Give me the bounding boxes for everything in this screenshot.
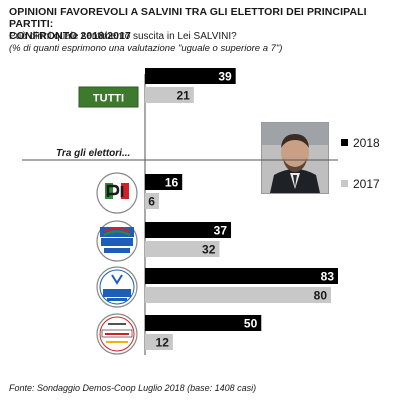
value-label-2017-tutti: 21 (176, 89, 190, 103)
lega-premier-band (107, 298, 127, 301)
bar-2018-tutti (145, 68, 236, 84)
salvini-photo (261, 122, 329, 194)
m5s-logo-icon (96, 313, 138, 355)
value-label-2018-movimento-5-stelle: 50 (244, 317, 258, 331)
chart-title: OPINIONI FAVOREVOLI A SALVINI TRA GLI EL… (9, 6, 405, 42)
fi-flag-green (103, 230, 131, 236)
portrait-image (262, 123, 328, 193)
section-label: Tra gli elettori... (56, 148, 130, 159)
value-label-2017-pd: 6 (148, 195, 155, 209)
bar-2017-forza-italia (145, 241, 220, 257)
category-label-tutti: TUTTI (93, 93, 124, 105)
bar-2017-tutti (145, 87, 194, 103)
forza-italia-logo-icon (96, 220, 138, 262)
bar-2018-lega (145, 268, 338, 284)
category-box-tutti (78, 86, 139, 108)
chart-title-line2: CONFRONTO 2018/2017 (9, 30, 131, 42)
value-label-2018-tutti: 39 (218, 70, 232, 84)
bar-2017-lega (145, 287, 332, 303)
pd-letter-p (106, 184, 120, 197)
survey-question: Può dirmi quale sentimento suscita in Le… (9, 31, 237, 42)
bar-2017-pd (145, 193, 159, 209)
legend-swatch-2018 (341, 139, 348, 146)
value-label-2017-forza-italia: 32 (202, 243, 216, 257)
legend-item-2018: 2018 (341, 136, 380, 150)
legend-swatch-2017 (341, 180, 348, 187)
fi-flag-red (103, 227, 131, 233)
bar-2018-movimento-5-stelle (145, 315, 262, 331)
chart-title-line1: OPINIONI FAVOREVOLI A SALVINI TRA GLI EL… (9, 6, 367, 30)
bar-2018-pd (145, 174, 183, 190)
survey-note: (% di quanti esprimono una valutazione "… (9, 43, 283, 54)
lega-logo-icon (96, 266, 138, 308)
pd-stripe-red (121, 183, 129, 199)
lega-salvini-band (103, 289, 131, 297)
pd-logo-icon (96, 172, 138, 214)
legend-label-2018: 2018 (353, 136, 380, 150)
legend-item-2017: 2017 (341, 177, 380, 191)
value-label-2018-lega: 83 (321, 270, 335, 284)
lega-warrior-mark (111, 274, 123, 285)
value-label-2017-movimento-5-stelle: 12 (156, 336, 170, 350)
value-label-2018-forza-italia: 37 (214, 224, 228, 238)
bar-2017-movimento-5-stelle (145, 334, 173, 350)
value-label-2018-pd: 16 (165, 176, 179, 190)
legend-label-2017: 2017 (353, 177, 380, 191)
bar-2018-forza-italia (145, 222, 232, 238)
fi-name-band (101, 238, 133, 246)
fi-bottom-band (104, 248, 130, 253)
value-label-2017-lega: 80 (314, 289, 328, 303)
source-note: Fonte: Sondaggio Demos-Coop Luglio 2018 … (9, 383, 257, 393)
